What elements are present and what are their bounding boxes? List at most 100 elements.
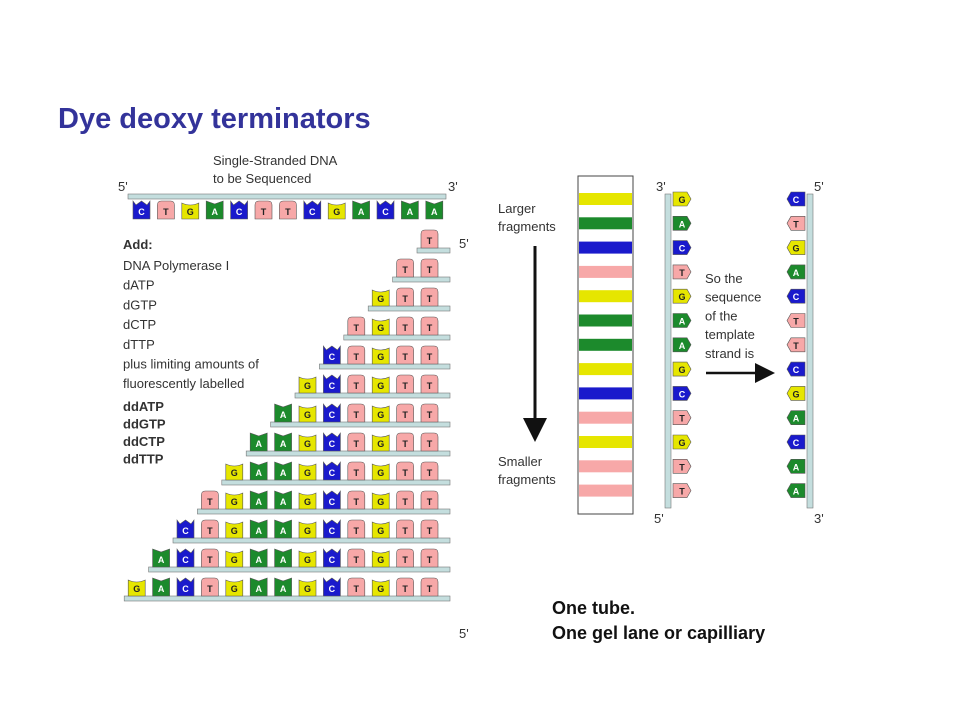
ddntp-label: ddTTP [123,452,164,467]
fragment-nucleotide: T [347,461,366,481]
nucleotide-letter: T [285,207,291,217]
fragment-nucleotide: C [323,432,341,452]
nucleotide-letter: G [792,389,799,399]
nucleotide-letter: T [427,323,433,333]
fragment-nucleotide: T [396,403,414,423]
nucleotide-letter: T [427,410,433,420]
nucleotide-letter: C [679,244,686,254]
nucleotide-letter: T [402,555,408,565]
nucleotide-letter: T [427,381,433,391]
fragment-nucleotide: A [274,577,292,597]
nucleotide-letter: G [333,207,340,217]
nucleotide-letter: C [329,555,336,565]
nucleotide-letter: A [280,555,287,565]
fragment-nucleotide: T [347,490,366,510]
caption-line-lane: One gel lane or capilliary [552,623,766,643]
ddntp-label: ddGTP [123,417,166,432]
template-nucleotide: A [205,200,224,220]
nucleotide-letter: C [236,207,243,217]
add-item: dGTP [123,297,157,312]
fragment-nucleotide: C [323,519,341,539]
nucleotide-letter: T [679,462,685,472]
nucleotide-letter: T [354,526,360,536]
nucleotide-letter: C [329,526,336,536]
fragment-backbone [343,334,451,341]
nucleotide-letter: A [255,439,262,449]
smaller-fragments-label: Smaller [498,454,543,469]
nucleotide-letter: G [377,410,384,420]
read-strand-nucleotide: G [672,434,692,450]
fragment-nucleotide: G [371,492,390,510]
nucleotide-letter: T [793,341,799,351]
nucleotide-letter: G [377,294,384,304]
nucleotide-letter: T [679,414,685,424]
read-strand-nucleotide: G [672,288,692,304]
nucleotide-letter: T [354,584,360,594]
nucleotide-letter: G [231,468,238,478]
fragment-nucleotide: T [347,403,366,423]
fragment-nucleotide: T [420,403,439,423]
template-strand-nucleotide: G [786,386,806,401]
nucleotide-letter: T [679,487,685,497]
nucleotide-letter: C [138,207,145,217]
nucleotide-letter: G [304,410,311,420]
template-strand-nucleotide: C [786,288,806,304]
fragment-nucleotide: T [420,548,439,568]
nucleotide-letter: A [679,341,686,351]
template-nucleotide: A [352,200,370,220]
nucleotide-letter: T [354,555,360,565]
nucleotide-letter: G [678,365,685,375]
nucleotide-letter: A [255,468,262,478]
ddntp-label: ddATP [123,399,164,414]
template-strand-nucleotide: A [786,483,806,498]
fragment-nucleotide: C [323,577,341,597]
fragment-nucleotide: T [347,316,366,336]
nucleotide-letter: G [304,468,311,478]
nucleotide-letter: T [402,294,408,304]
slide-title: Dye deoxy terminators [58,103,371,135]
template-strand-backbone [806,193,814,509]
template-heading-line-2: to be Sequenced [213,171,311,186]
nucleotide-letter: A [407,207,414,217]
nucleotide-letter: C [329,410,336,420]
nucleotide-letter: G [377,526,384,536]
fragment-nucleotide: T [201,490,219,510]
fragment-nucleotide: G [371,521,390,539]
fragment-backbone [416,247,451,254]
nucleotide-letter: G [304,584,311,594]
fragment-nucleotide: T [396,374,414,394]
template-strand-nucleotide: C [786,434,806,450]
read-strand-nucleotide: C [672,386,692,401]
nucleotide-letter: A [679,317,686,327]
nucleotide-letter: C [329,439,336,449]
add-item: plus limiting amounts of [123,357,259,372]
fragment-nucleotide: G [225,463,244,481]
read-strand-nucleotide: A [672,337,692,353]
fragment-nucleotide: C [323,403,341,423]
fragment-nucleotide: A [274,403,292,423]
fragment-backbone [367,305,451,312]
fragment-nucleotide: C [176,519,195,539]
fragment-nucleotide: A [249,461,268,481]
fragment-nucleotide: G [298,579,317,597]
fragment-nucleotide: G [371,318,390,336]
nucleotide-letter: T [427,497,433,507]
fragment-nucleotide: T [420,432,439,452]
fragment-nucleotide: C [176,577,195,597]
nucleotide-letter: T [427,352,433,362]
template-strand-nucleotide: T [786,216,806,231]
fragment-nucleotide: G [371,347,390,365]
caption-line-tube: One tube. [552,598,636,618]
fragment-backbone [294,392,451,399]
nucleotide-letter: C [329,468,336,478]
nucleotide-letter: T [402,410,408,420]
conclusion-text: template [705,327,755,342]
fragment-nucleotide: C [323,374,341,394]
nucleotide-letter: T [402,381,408,391]
conclusion-text: sequence [705,290,761,305]
template-strand-nucleotide: G [786,240,806,255]
fragment-nucleotide: A [249,432,268,452]
